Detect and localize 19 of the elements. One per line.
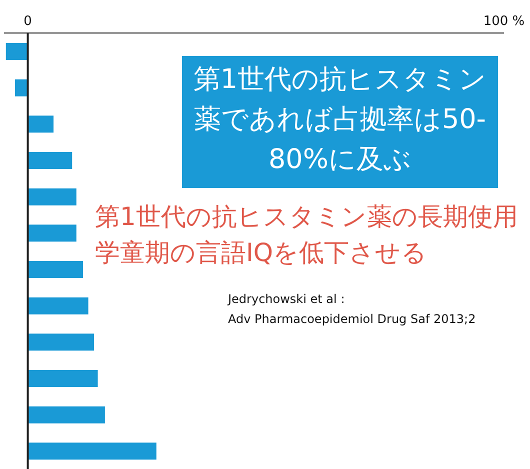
bar (28, 224, 76, 242)
bar (6, 43, 28, 60)
bar (28, 116, 54, 133)
annotation: 第1世代の抗ヒスタミン薬であれば占拠率は50-80%に及ぶ (182, 56, 498, 188)
x-tick-label: 0 (24, 14, 32, 29)
bar (28, 334, 94, 351)
annotation: Jedrychowski et al : (228, 292, 345, 306)
bar (28, 406, 105, 424)
bar (28, 370, 98, 387)
annotation: 学童期の言語IQを低下させる (95, 237, 428, 269)
bar (14, 79, 28, 96)
annotation: Adv Pharmacoepidemiol Drug Saf 2013;2 (228, 312, 476, 326)
bar (28, 442, 156, 460)
annotation: 第1世代の抗ヒスタミン薬の長期使用 (95, 201, 518, 233)
bar (28, 152, 72, 169)
bar (28, 297, 88, 314)
x-tick-label: 100 % (483, 14, 525, 29)
bar (28, 261, 84, 278)
bar (28, 188, 76, 206)
